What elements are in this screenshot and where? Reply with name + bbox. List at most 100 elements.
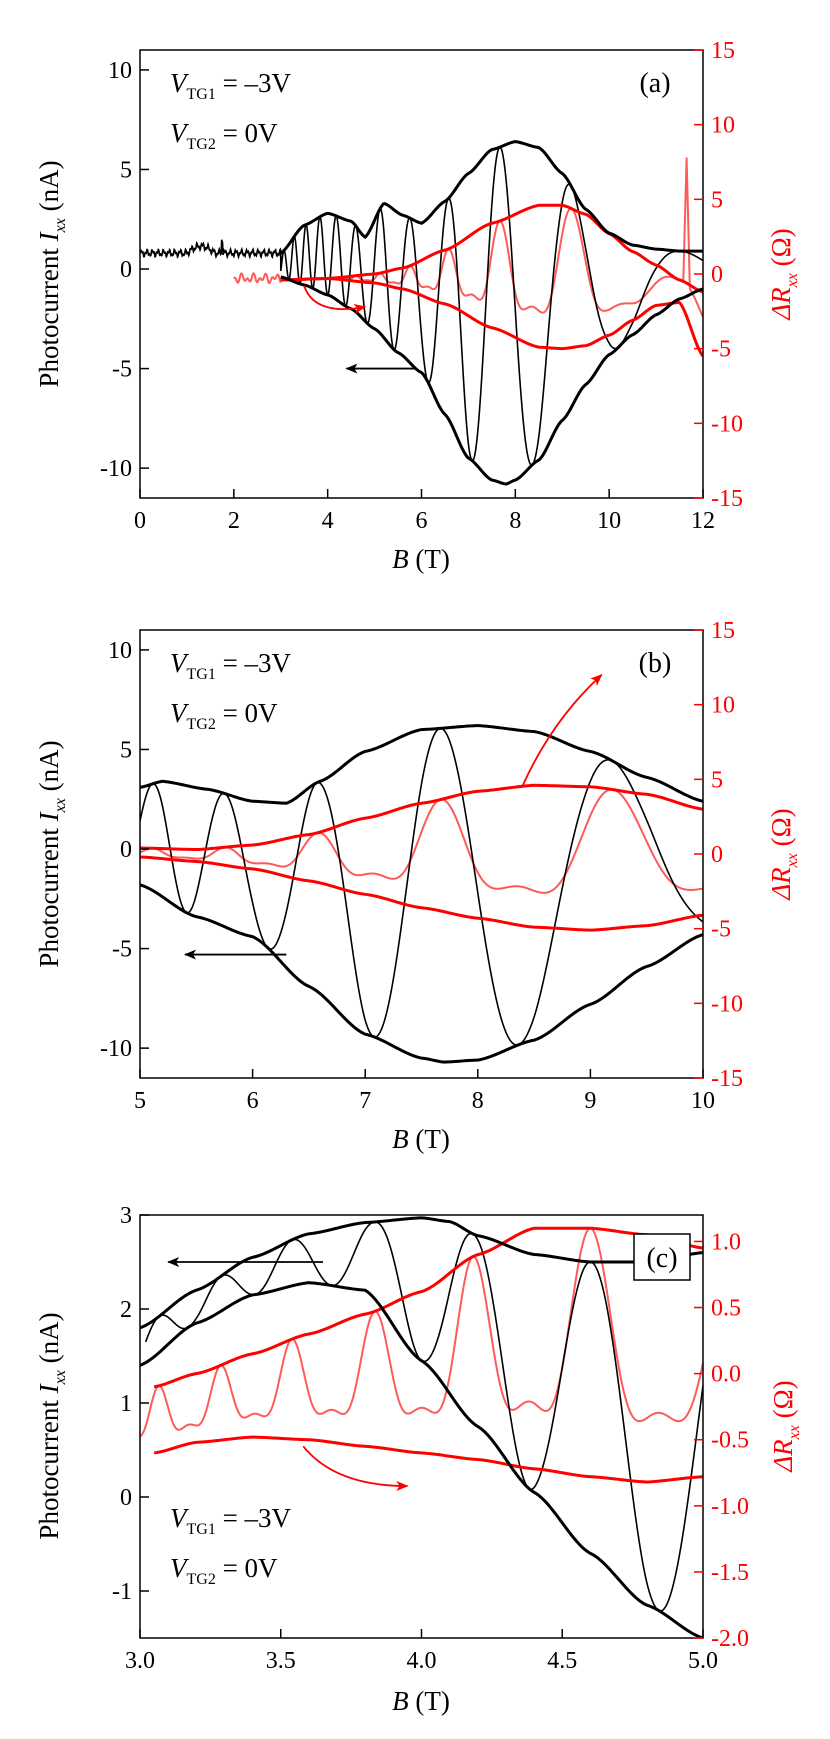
envelope-left-upper (279, 140, 703, 255)
panel-label: (b) (639, 648, 672, 679)
y-left-tick-label: -5 (112, 937, 132, 963)
x-tick-label: 6 (247, 1088, 259, 1114)
y-left-tick-label: 1 (120, 1391, 132, 1417)
x-tick-label: 0 (134, 508, 146, 534)
panel-a: 0 2 4 6 8 10 12 -10 -5 0 5 10 -15 -10 -5 0 5 10 15 VTG1 = … (34, 38, 801, 574)
envelope-left-lower (140, 1281, 703, 1638)
x-tick-label: 10 (691, 1088, 715, 1114)
y-right-tick-label: 15 (711, 618, 735, 644)
x-tick-label: 5.0 (688, 1648, 718, 1674)
y-left-tick-label: 0 (120, 1485, 132, 1511)
y-right-tick-label: 0 (711, 842, 723, 868)
y-axis-left-label: Photocurrent Ixx (nA) (34, 1312, 69, 1539)
envelope-right-upper (153, 1226, 703, 1389)
series-delta-rxx-oscillation (140, 1227, 703, 1438)
y-right-tick-label: -5 (711, 337, 731, 363)
envelope-right-lower (153, 1435, 703, 1484)
ticks: 3.0 3.5 4.0 4.5 5.0 -1 0 1 2 3 -2.0 -1.5 -1.0 -0.5 0.0… (112, 1203, 749, 1674)
x-tick-label: 7 (359, 1088, 371, 1114)
y-right-tick-label: -1.5 (711, 1560, 749, 1586)
y-left-tick-label: 5 (120, 157, 132, 183)
gate-voltage-annotations: VTG1 = –3V VTG2 = 0V (170, 648, 292, 733)
y-right-tick-label: -2.0 (711, 1626, 749, 1652)
annotation-vtg1: VTG1 = –3V (170, 648, 292, 683)
envelope-left-lower (140, 883, 703, 1064)
y-left-tick-label: -5 (112, 357, 132, 383)
envelope-right-upper (280, 203, 703, 294)
x-axis-label: B (T) (392, 1124, 450, 1154)
y-right-tick-label: 0.0 (711, 1362, 741, 1388)
envelope-left-upper (140, 724, 703, 805)
series-photocurrent-oscillation (140, 146, 703, 466)
y-right-tick-label: -5 (711, 917, 731, 943)
series-delta-rxx-oscillation (140, 788, 703, 894)
y-axis-left-label: Photocurrent Ixx (nA) (34, 740, 69, 967)
x-tick-label: 5 (134, 1088, 146, 1114)
y-left-tick-label: 0 (120, 837, 132, 863)
y-right-tick-label: 15 (711, 38, 735, 64)
x-tick-label: 9 (584, 1088, 596, 1114)
x-tick-label: 8 (472, 1088, 484, 1114)
y-right-tick-label: 10 (711, 113, 735, 139)
y-right-tick-label: -10 (711, 991, 743, 1017)
x-axis-label: B (T) (392, 544, 450, 574)
x-tick-label: 4.0 (407, 1648, 437, 1674)
y-right-tick-label: 5 (711, 767, 723, 793)
gate-voltage-annotations: VTG1 = –3V VTG2 = 0V (170, 1503, 292, 1588)
x-tick-label: 3.5 (266, 1648, 296, 1674)
y-right-tick-label: -1.0 (711, 1494, 749, 1520)
arrow-right-axis (522, 674, 603, 786)
y-right-tick-label: -10 (711, 411, 743, 437)
y-axis-right-label: ΔRxx (Ω) (768, 1380, 803, 1472)
envelope-right-lower (140, 855, 703, 932)
y-axis-right-label: ΔRxx (Ω) (766, 228, 801, 320)
y-left-tick-label: 5 (120, 737, 132, 763)
y-left-tick-label: 0 (120, 257, 132, 283)
envelope-left-lower (280, 275, 703, 486)
x-tick-label: 2 (228, 508, 240, 534)
annotation-vtg2: VTG2 = 0V (170, 118, 278, 153)
ticks: 0 2 4 6 8 10 12 -10 -5 0 5 10 -15 -10 -5 0 5 10 15 (100, 38, 743, 534)
panel-c: 3.0 3.5 4.0 4.5 5.0 -1 0 1 2 3 -2.0 -1.5 -1.0 -0.5 0.0… (34, 1203, 803, 1716)
y-left-tick-label: -1 (112, 1579, 132, 1605)
annotation-vtg1: VTG1 = –3V (170, 1503, 292, 1538)
x-tick-label: 12 (691, 508, 715, 534)
y-right-tick-label: 1.0 (711, 1229, 741, 1255)
x-tick-label: 6 (416, 508, 428, 534)
plot-area (140, 1216, 703, 1638)
y-right-tick-label: 0 (711, 262, 723, 288)
y-right-tick-label: 10 (711, 693, 735, 719)
envelope-right-upper (140, 783, 703, 852)
x-tick-label: 4 (322, 508, 334, 534)
y-axis-left-label: Photocurrent Ixx (nA) (34, 160, 69, 387)
y-right-tick-label: 0.5 (711, 1296, 741, 1322)
x-tick-label: 4.5 (547, 1648, 577, 1674)
plot-area (140, 724, 703, 1064)
plot-area (140, 140, 703, 486)
y-axis-right-label: ΔRxx (Ω) (766, 808, 801, 900)
panel-label: (c) (646, 1243, 677, 1274)
y-right-tick-label: -15 (711, 1066, 743, 1092)
y-left-tick-label: 2 (120, 1297, 132, 1323)
y-right-tick-label: -15 (711, 486, 743, 512)
x-tick-label: 3.0 (125, 1648, 155, 1674)
gate-voltage-annotations: VTG1 = –3V VTG2 = 0V (170, 68, 292, 153)
x-axis-label: B (T) (392, 1686, 450, 1716)
panel-label: (a) (639, 68, 670, 99)
envelope-right-lower (280, 276, 703, 358)
x-tick-label: 10 (597, 508, 621, 534)
arrow-right-axis (303, 285, 367, 314)
annotation-vtg1: VTG1 = –3V (170, 68, 292, 103)
y-left-tick-label: 10 (108, 638, 132, 664)
x-tick-label: 8 (509, 508, 521, 534)
y-left-tick-label: -10 (100, 1036, 132, 1062)
envelope-left-upper (140, 1216, 703, 1330)
panel-label-box (633, 1233, 691, 1281)
y-left-tick-label: -10 (100, 456, 132, 482)
y-right-tick-label: -0.5 (711, 1428, 749, 1454)
series-photocurrent-oscillation (140, 727, 703, 1046)
annotation-vtg2: VTG2 = 0V (170, 1553, 278, 1588)
y-left-tick-label: 3 (120, 1203, 132, 1229)
